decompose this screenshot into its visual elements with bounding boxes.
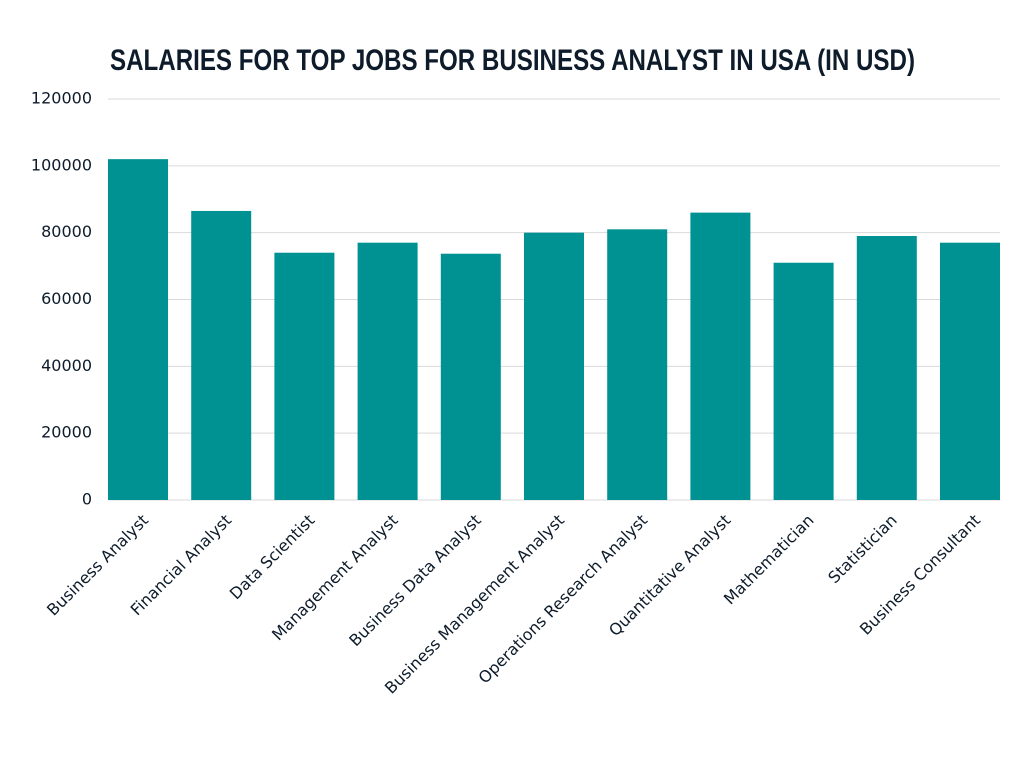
bar xyxy=(524,232,584,500)
y-tick-label: 120000 xyxy=(31,89,92,108)
chart-title: SALARIES FOR TOP JOBS FOR BUSINESS ANALY… xyxy=(110,44,915,77)
bar xyxy=(440,253,501,500)
bar xyxy=(940,242,1000,501)
x-tick-label: Mathematician xyxy=(720,511,818,609)
bar xyxy=(607,229,668,500)
bar xyxy=(690,212,751,500)
bar xyxy=(357,242,418,501)
bar xyxy=(773,262,834,500)
x-tick-label: Statistician xyxy=(824,511,901,588)
y-tick-label: 20000 xyxy=(41,423,92,442)
y-tick-label: 100000 xyxy=(31,155,92,174)
x-tick-label: Operations Research Analyst xyxy=(474,511,651,688)
x-tick-label: Business Management Analyst xyxy=(381,511,568,698)
bar xyxy=(856,236,917,500)
bar xyxy=(191,210,252,500)
bar xyxy=(274,252,335,500)
y-tick-label: 80000 xyxy=(41,222,92,241)
y-tick-label: 0 xyxy=(82,490,92,509)
y-tick-label: 60000 xyxy=(41,289,92,308)
y-tick-label: 40000 xyxy=(41,356,92,375)
bar xyxy=(108,159,168,500)
x-tick-label: Data Scientist xyxy=(226,511,319,604)
